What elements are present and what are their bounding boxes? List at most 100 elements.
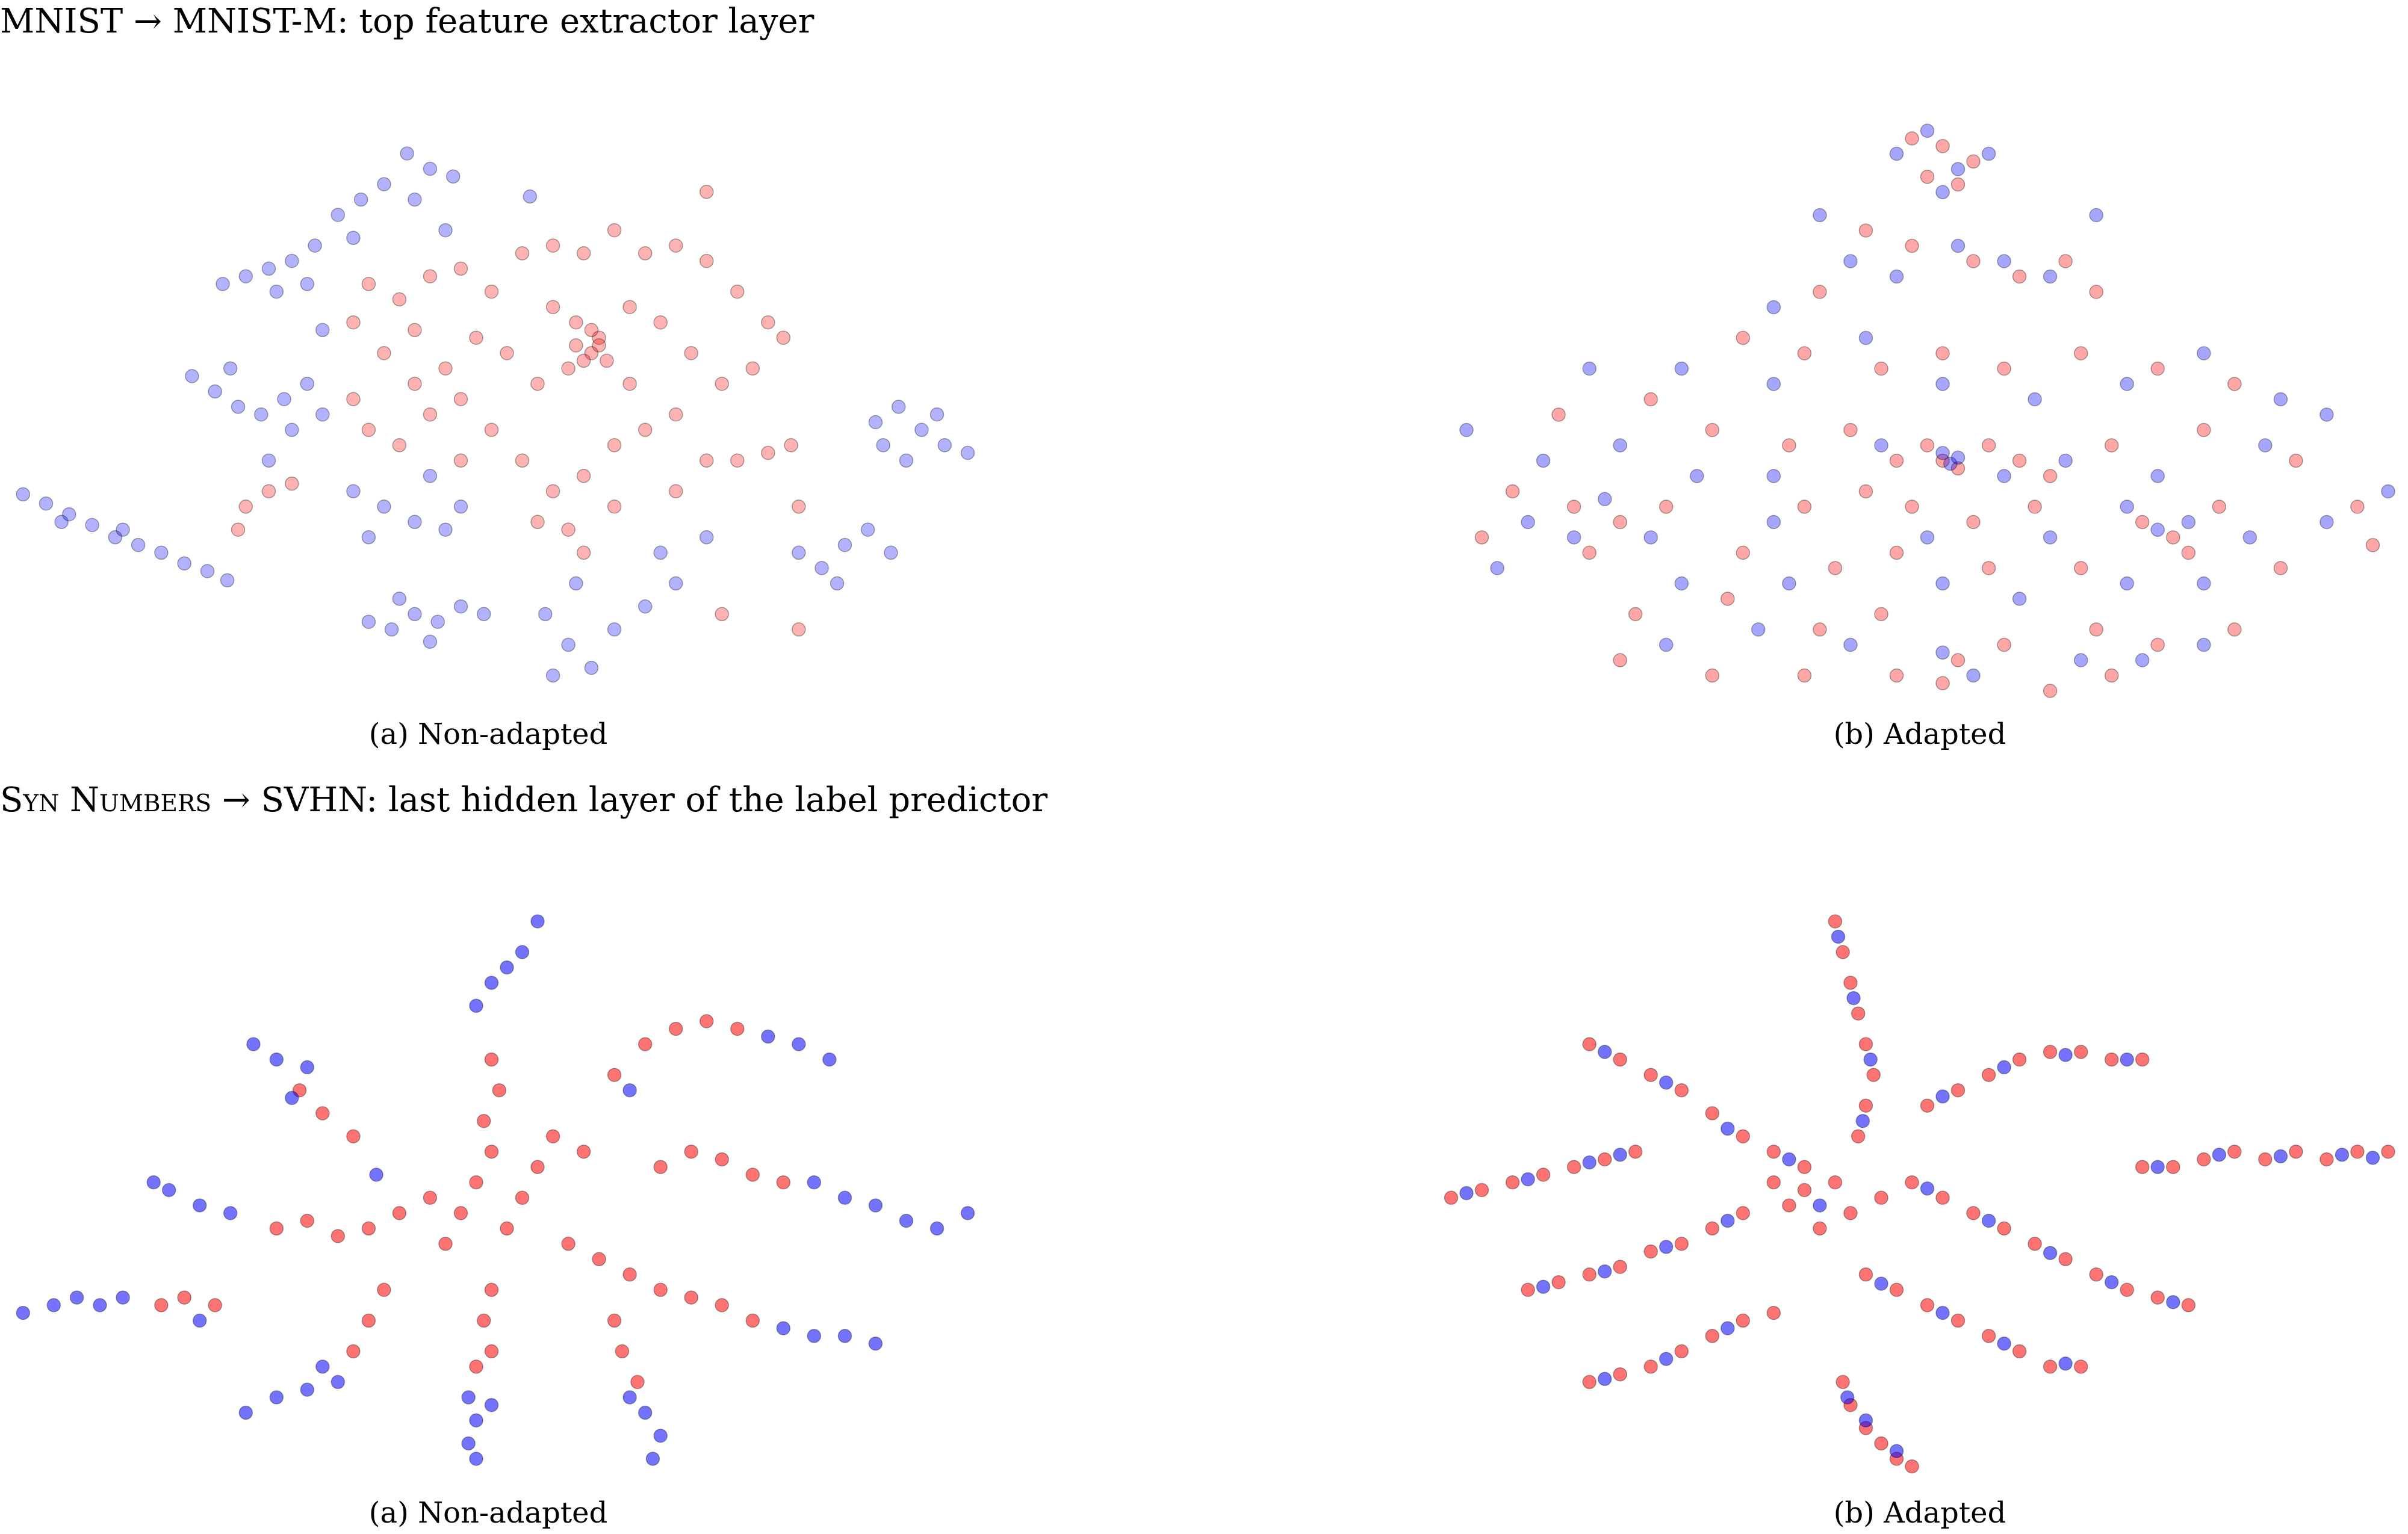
- scatter-point: [1797, 1160, 1812, 1174]
- scatter-point: [1566, 499, 1581, 514]
- scatter-point: [561, 361, 576, 376]
- scatter-point: [1674, 1083, 1689, 1098]
- scatter-point: [116, 522, 130, 537]
- scatter-point: [2150, 1290, 2165, 1305]
- scatter-point: [1858, 1037, 1873, 1051]
- scatter-point: [1613, 1148, 1627, 1162]
- scatter-point: [185, 369, 199, 383]
- scatter-point: [1889, 1282, 1904, 1297]
- scatter-point: [1674, 361, 1689, 376]
- scatter-point: [1889, 668, 1904, 683]
- scatter-point: [2289, 1144, 2303, 1159]
- scatter-point: [2365, 538, 2380, 552]
- scatter-point: [1866, 1068, 1881, 1082]
- scatter-point: [2120, 1052, 2134, 1067]
- scatter-point: [423, 469, 438, 483]
- scatter-point: [2335, 1148, 2350, 1162]
- scatter-point: [377, 177, 391, 191]
- scatter-point: [2320, 515, 2334, 530]
- scatter-point: [607, 1068, 622, 1082]
- scatter-point: [1874, 438, 1888, 453]
- scatter-point: [822, 1052, 837, 1067]
- scatter-point: [1705, 1106, 1720, 1121]
- scatter-point: [1935, 453, 1950, 468]
- scatter-point: [1659, 637, 1674, 652]
- scatter-point: [238, 499, 253, 514]
- scatter-point: [1766, 469, 1781, 483]
- scatter-point: [2350, 1144, 2365, 1159]
- scatter-point: [2012, 453, 2027, 468]
- scatter-point: [1613, 653, 1627, 667]
- scatter-point: [607, 438, 622, 453]
- scatter-point: [2350, 499, 2365, 514]
- scatter-point: [361, 614, 376, 629]
- scatter-point: [684, 1290, 698, 1305]
- scatter-point: [1736, 1129, 1751, 1143]
- scatter-point: [1828, 1175, 1843, 1190]
- scatter-point: [653, 545, 668, 560]
- scatter-point: [200, 564, 215, 578]
- scatter-point: [622, 1267, 637, 1282]
- scatter-point: [684, 1144, 698, 1159]
- scatter-point: [1659, 1240, 1674, 1254]
- scatter-point: [1950, 653, 1966, 667]
- scatter-point: [1674, 1344, 1689, 1359]
- scatter-point: [300, 277, 315, 291]
- scatter-point: [1782, 1198, 1796, 1213]
- scatter-point: [1705, 1329, 1720, 1343]
- scatter-point: [469, 1452, 483, 1466]
- scatter-point: [545, 1129, 560, 1143]
- series-blue: [16, 146, 975, 683]
- scatter-point: [699, 185, 714, 199]
- scatter-point: [1813, 285, 1827, 299]
- scatter-point: [2028, 499, 2042, 514]
- scatter-point: [1536, 453, 1551, 468]
- scatter-point: [408, 323, 422, 338]
- scatter-point: [653, 1282, 668, 1297]
- scatter-point: [2043, 269, 2058, 284]
- scatter-point: [715, 376, 729, 391]
- scatter-point: [1966, 154, 1981, 169]
- scatter-point: [1613, 1260, 1627, 1274]
- scatter-point: [2028, 1237, 2042, 1251]
- scatter-point: [161, 1183, 176, 1198]
- scatter-point: [1981, 1068, 1996, 1082]
- scatter-point: [1858, 223, 1873, 238]
- scatter-point: [39, 496, 54, 511]
- scatter-point: [1950, 461, 1966, 476]
- scatter-point: [438, 361, 453, 376]
- scatter-point: [530, 376, 545, 391]
- scatter-point: [85, 518, 99, 533]
- scatter-point: [461, 1390, 476, 1405]
- scatter-point: [1889, 269, 1904, 284]
- scatter-point: [430, 614, 445, 629]
- scatter-point: [469, 330, 483, 345]
- scatter-point: [1997, 469, 2011, 483]
- scatter-point: [269, 284, 284, 299]
- scatter-point: [545, 668, 560, 683]
- scatter-point: [1597, 1152, 1612, 1167]
- scatter-point: [684, 345, 698, 360]
- scatter-point: [584, 660, 599, 675]
- scatter-point: [392, 438, 407, 453]
- scatter-point: [469, 998, 483, 1013]
- scatter-point: [645, 1452, 660, 1466]
- scatter-point: [1505, 1175, 1520, 1190]
- scatter-point: [1766, 515, 1781, 530]
- scatter-point: [392, 592, 407, 606]
- scatter-point: [584, 345, 599, 360]
- scatter-point: [1935, 1305, 1950, 1320]
- scatter-point: [576, 469, 591, 483]
- scatter-point: [668, 576, 683, 591]
- scatter-point: [699, 453, 714, 468]
- scatter-point: [792, 545, 806, 560]
- scatter-point: [960, 1206, 975, 1220]
- scatter-point: [2089, 622, 2103, 637]
- scatter-point: [1766, 377, 1781, 391]
- scatter-point: [1997, 254, 2011, 268]
- scatter-point: [1966, 254, 1981, 268]
- scatter-point: [715, 1152, 729, 1167]
- scatter-point: [545, 238, 560, 253]
- scatter-point: [545, 300, 560, 314]
- scatter-point: [1736, 1206, 1751, 1220]
